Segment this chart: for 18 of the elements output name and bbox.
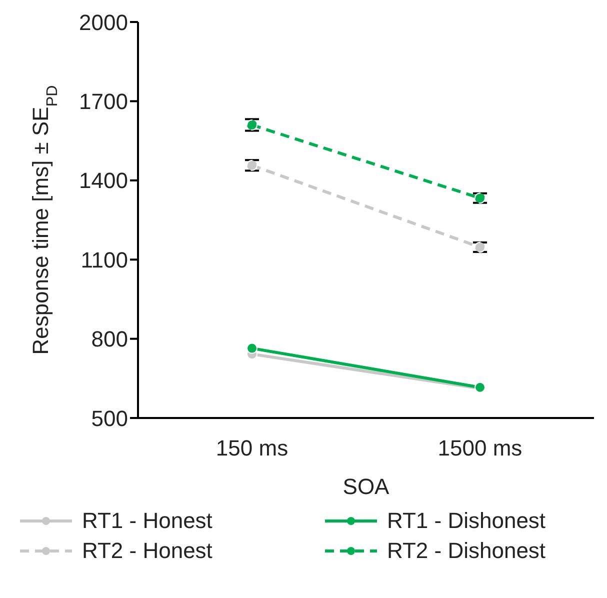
y-tick-label: 500 bbox=[91, 406, 128, 431]
x-tick-label: 150 ms bbox=[216, 436, 288, 461]
point bbox=[474, 242, 486, 253]
point bbox=[246, 119, 258, 130]
legend-label: RT1 - Dishonest bbox=[387, 508, 546, 534]
y-tick-label: 800 bbox=[91, 326, 128, 352]
y-tick-label: 2000 bbox=[79, 10, 128, 35]
x-tick-label: 1500 ms bbox=[438, 436, 522, 461]
x-axis-title: SOA bbox=[342, 474, 390, 499]
point bbox=[246, 342, 258, 354]
point bbox=[474, 192, 486, 204]
y-tick-label: 1700 bbox=[79, 89, 128, 114]
legend-label: RT1 - Honest bbox=[82, 508, 212, 534]
y-tick-label: 1400 bbox=[79, 168, 128, 194]
point bbox=[246, 160, 258, 171]
legend-label: RT2 - Honest bbox=[82, 538, 212, 564]
legend-label: RT2 - Dishonest bbox=[387, 538, 546, 564]
y-tick-label: 1100 bbox=[80, 247, 128, 272]
